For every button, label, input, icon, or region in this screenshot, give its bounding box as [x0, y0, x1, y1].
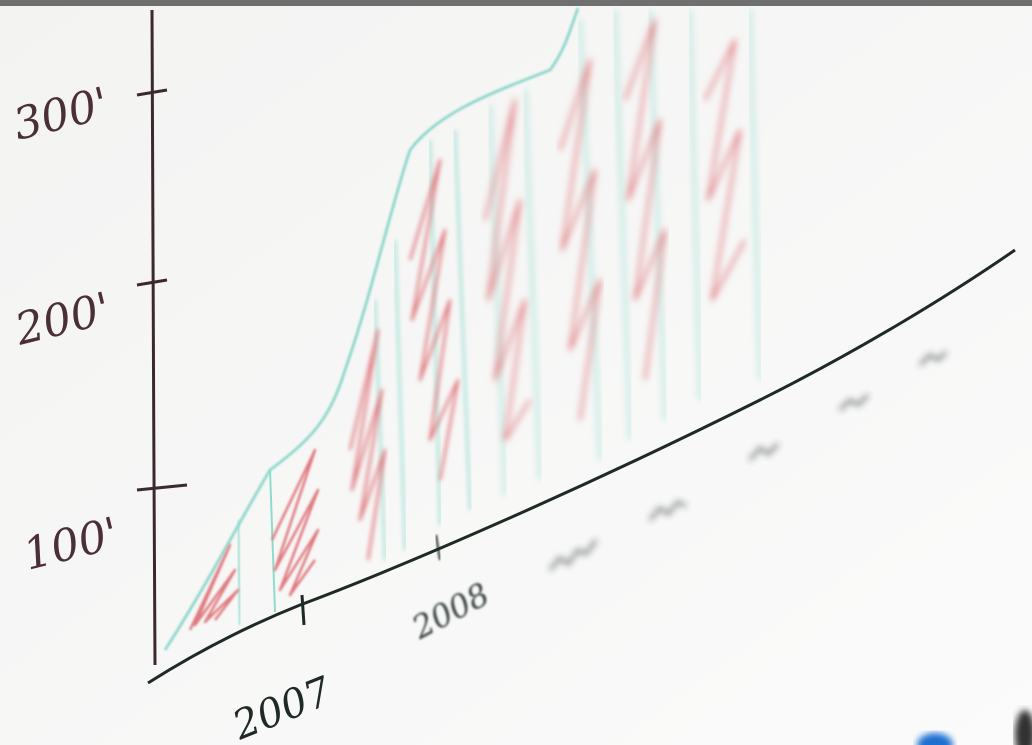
marker — [1015, 710, 1032, 745]
x-axis — [147, 248, 1016, 685]
board-frame — [0, 0, 1032, 6]
far-labels — [549, 351, 947, 571]
marker-cap — [917, 733, 953, 745]
x-tick — [435, 534, 441, 561]
teal-curve — [163, 7, 580, 651]
red-hatching — [188, 18, 747, 631]
x-tick — [300, 594, 306, 626]
teal-verticals — [237, 9, 761, 626]
y-ticks — [136, 88, 188, 492]
